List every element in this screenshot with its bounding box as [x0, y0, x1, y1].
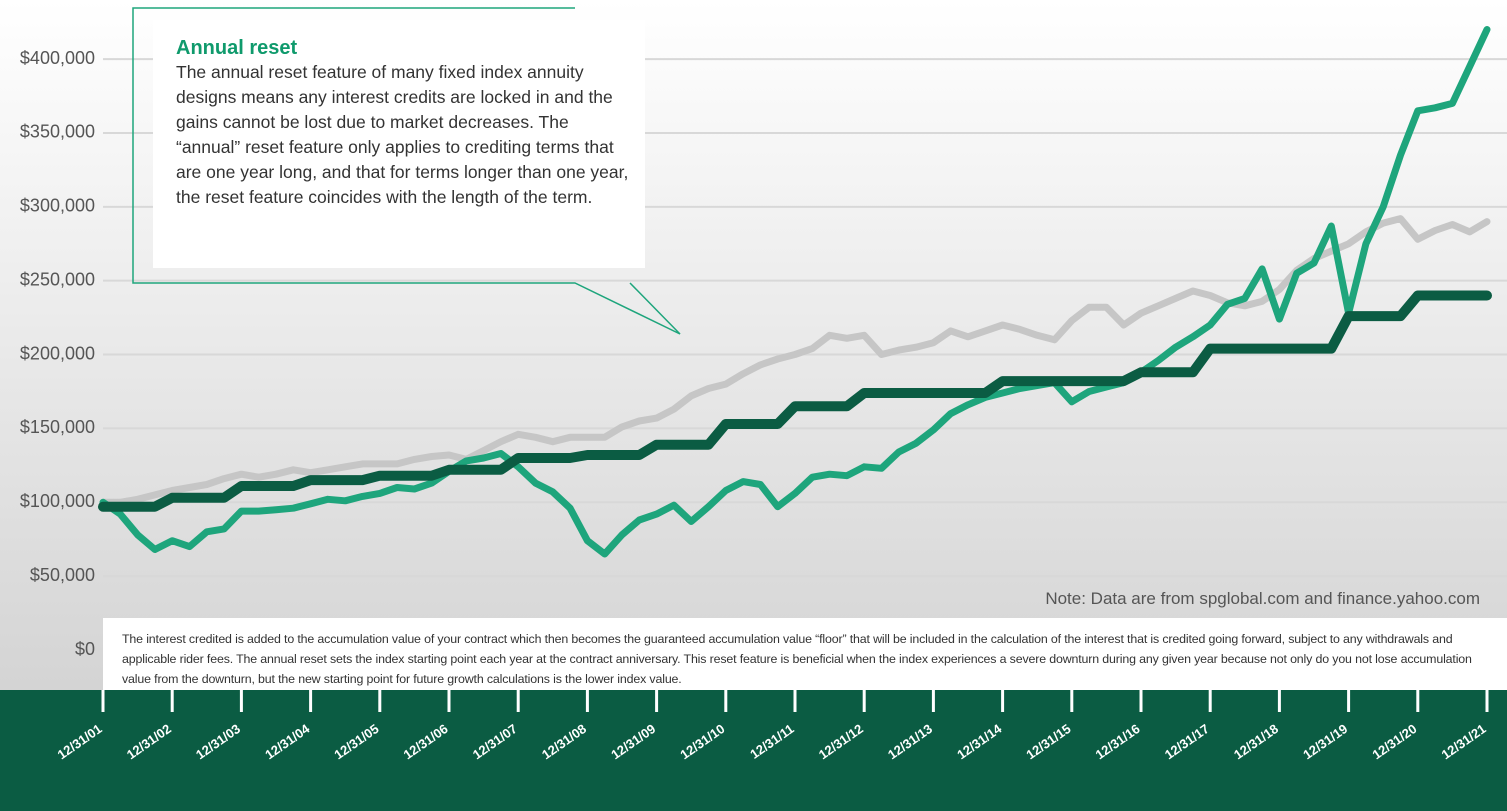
- x-axis-band: [0, 690, 1507, 811]
- series-line: [99, 26, 1491, 558]
- y-tick-label: $150,000: [20, 417, 95, 437]
- callout: Annual reset The annual reset feature of…: [176, 36, 636, 210]
- y-tick-label: $200,000: [20, 343, 95, 363]
- series-line: [98, 290, 1492, 512]
- series-line: [99, 215, 1491, 506]
- y-tick-label: $350,000: [20, 122, 95, 142]
- footnote: The interest credited is added to the ac…: [103, 618, 1507, 690]
- y-tick-label: $100,000: [20, 491, 95, 511]
- y-tick-label: $400,000: [20, 48, 95, 68]
- callout-text: The annual reset feature of many fixed i…: [176, 62, 629, 207]
- callout-border: [132, 7, 681, 335]
- note: Note: Data are from spglobal.com and fin…: [1045, 589, 1480, 608]
- y-tick-label: $250,000: [20, 269, 95, 289]
- y-tick-label: $0: [75, 639, 95, 659]
- callout-box: [153, 20, 645, 268]
- y-tick-label: $300,000: [20, 196, 95, 216]
- callout-title: Annual reset: [176, 37, 298, 59]
- y-tick-label: $50,000: [30, 565, 95, 585]
